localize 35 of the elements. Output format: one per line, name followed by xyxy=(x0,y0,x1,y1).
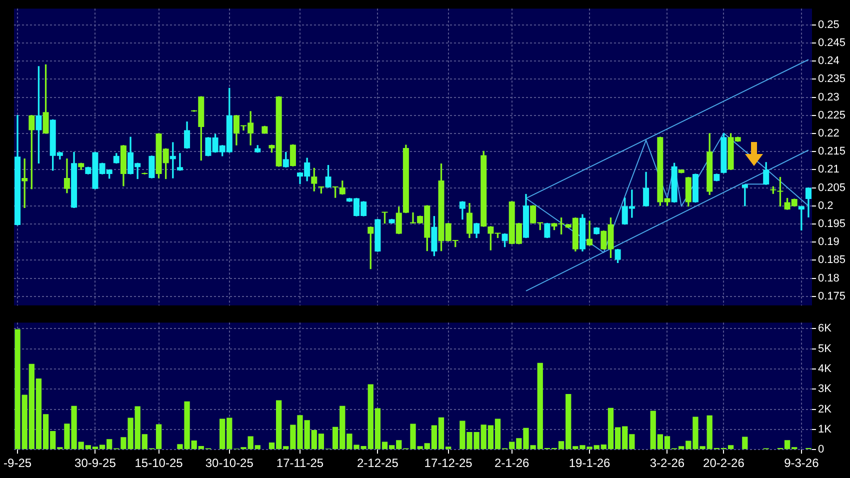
x-tick-label: 30-9-25 xyxy=(74,456,116,470)
x-tick-label: 9-3-26 xyxy=(784,456,820,470)
x-tick-label: 2-12-25 xyxy=(357,456,399,470)
y-tick-label: 0.205 xyxy=(818,182,846,194)
y-tick-label: 0.175 xyxy=(818,290,846,302)
y-tick-label: 0 xyxy=(818,444,824,456)
y-tick-label: 0.225 xyxy=(818,109,846,122)
y-tick-label: 0.18 xyxy=(818,272,840,284)
y-tick-label: 5K xyxy=(818,342,832,355)
y-tick-label: 0.19 xyxy=(818,236,840,248)
y-tick-label: 0.21 xyxy=(818,164,840,176)
x-tick-label: 20-2-26 xyxy=(703,456,745,470)
y-tick-label: 0.25 xyxy=(818,18,840,31)
x-tick-label: -9-25 xyxy=(4,456,32,470)
y-tick-label: 0.23 xyxy=(818,91,840,104)
y-tick-label: 6K xyxy=(818,322,832,335)
y-tick-label: 4K xyxy=(818,362,832,375)
y-tick-label: 1K xyxy=(818,423,832,436)
y-tick-label: 0.22 xyxy=(818,128,840,140)
y-tick-label: 0.2 xyxy=(818,200,834,212)
y-tick-label: 0.245 xyxy=(818,37,846,50)
x-tick-label: 17-12-25 xyxy=(424,456,473,470)
x-tick-label: 19-1-26 xyxy=(568,456,611,470)
y-tick-label: 3K xyxy=(818,383,832,396)
x-tick-label: 30-10-25 xyxy=(205,456,254,470)
x-tick-label: 2-1-26 xyxy=(494,456,530,470)
x-tick-label: 3-2-26 xyxy=(650,456,685,470)
x-tick-label: 15-10-25 xyxy=(134,456,184,470)
y-tick-label: 0.185 xyxy=(818,254,846,266)
y-tick-label: 2K xyxy=(818,403,832,416)
y-tick-label: 0.235 xyxy=(818,73,846,86)
x-tick-label: 17-11-25 xyxy=(276,456,324,470)
y-tick-label: 0.195 xyxy=(818,218,846,230)
y-tick-label: 0.215 xyxy=(818,146,846,158)
y-tick-label: 0.24 xyxy=(818,55,840,68)
